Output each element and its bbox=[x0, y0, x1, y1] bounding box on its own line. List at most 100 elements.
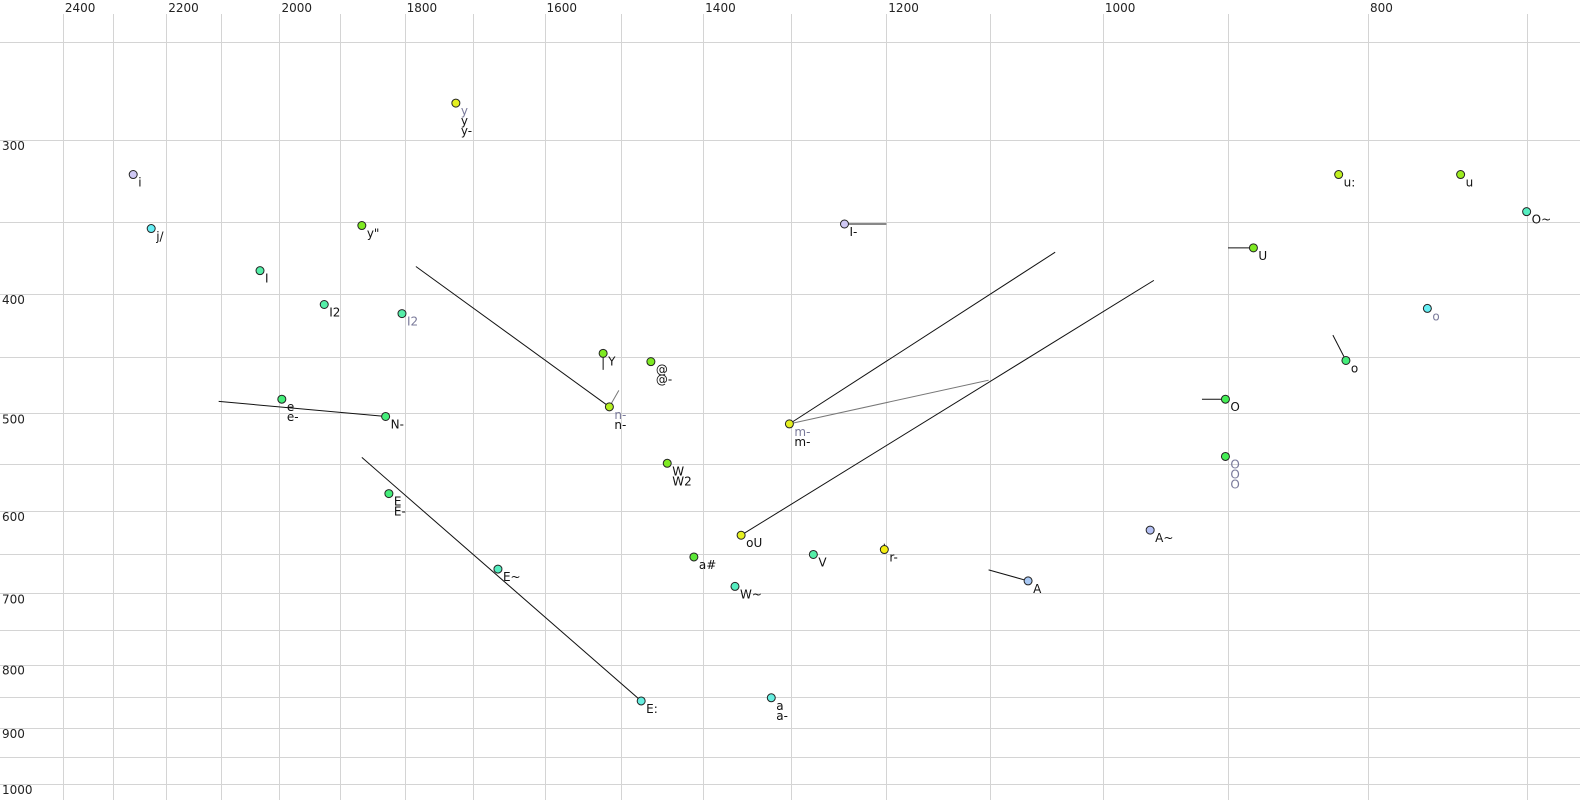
data-point: n-n- bbox=[604, 402, 626, 432]
point-label: a bbox=[776, 699, 783, 713]
point-marker bbox=[493, 564, 503, 574]
point-label: W bbox=[672, 464, 684, 478]
point-marker bbox=[1422, 303, 1432, 313]
point-marker bbox=[646, 357, 656, 367]
point-marker bbox=[736, 530, 746, 540]
point-marker bbox=[662, 458, 672, 468]
point-label: a# bbox=[699, 558, 716, 572]
point-label: r- bbox=[889, 551, 898, 565]
point-marker bbox=[730, 581, 740, 591]
point-label: E~ bbox=[503, 570, 521, 584]
point-marker bbox=[319, 300, 329, 310]
trajectory-line bbox=[789, 379, 989, 425]
point-label: I2 bbox=[407, 315, 418, 329]
data-point: O~ bbox=[1522, 207, 1552, 227]
x-tick-label: 1000 bbox=[1105, 1, 1136, 15]
point-label: I2 bbox=[329, 306, 340, 320]
point-marker bbox=[1248, 243, 1258, 253]
data-point: j/ bbox=[146, 224, 165, 244]
trajectory-line bbox=[988, 569, 1029, 582]
y-tick-label: 1000 bbox=[2, 783, 33, 797]
point-marker bbox=[1456, 170, 1466, 180]
point-label: W2 bbox=[672, 474, 692, 488]
data-point: V bbox=[808, 549, 827, 569]
x-tick-label: 1800 bbox=[407, 1, 438, 15]
y-tick-label: 900 bbox=[2, 727, 25, 741]
grid bbox=[0, 14, 1580, 800]
point-label: o bbox=[1351, 361, 1358, 375]
x-tick-label: 1600 bbox=[547, 1, 578, 15]
point-label: o bbox=[1432, 309, 1439, 323]
point-label: u bbox=[1466, 176, 1474, 190]
data-point: O bbox=[1220, 394, 1240, 414]
point-marker bbox=[598, 348, 608, 358]
point-label: O bbox=[1230, 457, 1239, 471]
data-point: A~ bbox=[1145, 525, 1173, 545]
data-point: @@- bbox=[646, 357, 672, 387]
point-label: Y bbox=[607, 354, 616, 368]
point-marker bbox=[784, 419, 794, 429]
point-label: y bbox=[461, 114, 468, 128]
point-label: n- bbox=[614, 418, 626, 432]
point-label: V bbox=[818, 555, 827, 569]
data-point: E: bbox=[636, 696, 658, 716]
point-label: U bbox=[1258, 249, 1267, 263]
data-point: I2 bbox=[397, 309, 418, 329]
point-label: O bbox=[1230, 467, 1239, 481]
data-point: o bbox=[1341, 355, 1358, 375]
point-label: j/ bbox=[155, 230, 164, 244]
point-marker bbox=[128, 170, 138, 180]
data-point: EE- bbox=[384, 489, 406, 519]
point-label: A~ bbox=[1155, 531, 1173, 545]
data-point: yyy- bbox=[451, 98, 472, 138]
point-marker bbox=[689, 552, 699, 562]
point-label: n- bbox=[614, 408, 626, 422]
point-marker bbox=[451, 98, 461, 108]
data-point: u: bbox=[1334, 170, 1356, 190]
point-label: i bbox=[138, 176, 141, 190]
data-point: y" bbox=[357, 221, 380, 241]
data-point: u bbox=[1456, 170, 1474, 190]
data-point: oU bbox=[736, 530, 762, 550]
data-points: yyy-ij/y"II2I2ee-N-Y@@-n-n-WW2m-m-EE-E~E… bbox=[128, 98, 1552, 723]
point-label: E: bbox=[646, 702, 658, 716]
x-tick-label: 2400 bbox=[65, 1, 96, 15]
trajectories bbox=[218, 223, 1347, 702]
x-tick-label: 1200 bbox=[888, 1, 919, 15]
point-label: O bbox=[1230, 477, 1239, 491]
point-label: y" bbox=[367, 227, 380, 241]
point-label: O~ bbox=[1532, 213, 1552, 227]
data-point: ee- bbox=[277, 394, 299, 424]
point-marker bbox=[381, 411, 391, 421]
point-marker bbox=[1341, 355, 1351, 365]
data-point: I2 bbox=[319, 300, 340, 320]
point-label: m- bbox=[794, 425, 810, 439]
data-point: a# bbox=[689, 552, 716, 572]
y-tick-label: 700 bbox=[2, 592, 25, 606]
point-marker bbox=[1023, 576, 1033, 586]
point-marker bbox=[839, 219, 849, 229]
data-point: Y bbox=[598, 348, 616, 368]
point-marker bbox=[397, 309, 407, 319]
point-label: N- bbox=[391, 417, 404, 431]
trajectory-line bbox=[218, 400, 386, 417]
data-point: i bbox=[128, 170, 142, 190]
data-point: o bbox=[1422, 303, 1440, 323]
y-tick-label: 500 bbox=[2, 412, 25, 426]
point-label: E- bbox=[394, 505, 406, 519]
data-point: W~ bbox=[730, 581, 762, 601]
data-point: I- bbox=[839, 219, 857, 239]
data-point: U bbox=[1248, 243, 1267, 263]
point-label: I bbox=[265, 272, 269, 286]
trajectory-line bbox=[740, 279, 1155, 536]
data-point: E~ bbox=[493, 564, 521, 584]
point-label: oU bbox=[746, 536, 762, 550]
point-label: u: bbox=[1344, 176, 1356, 190]
point-label: y- bbox=[461, 124, 472, 138]
data-point: WW2 bbox=[662, 458, 692, 488]
trajectory-line bbox=[789, 251, 1056, 425]
y-tick-label: 600 bbox=[2, 510, 25, 524]
point-marker bbox=[357, 221, 367, 231]
point-marker bbox=[1334, 170, 1344, 180]
